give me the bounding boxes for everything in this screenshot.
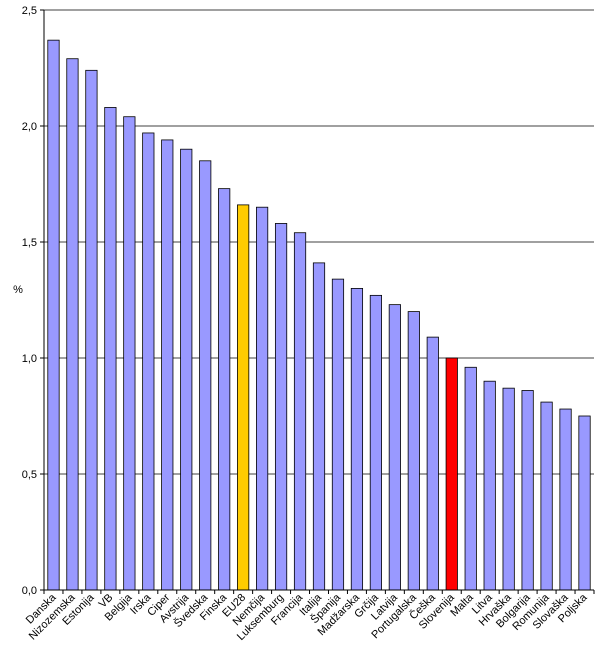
bar-malta	[464, 366, 477, 591]
bars	[47, 39, 591, 591]
y-tick-labels: 0,0 0,5 1,0 1,5 2,0 2,5	[22, 5, 37, 597]
bar-češka	[426, 336, 439, 591]
bar-bolgarija	[521, 390, 534, 591]
y-axis-label: %	[13, 284, 23, 296]
y-tick-label: 0,5	[22, 469, 37, 481]
bar-luksemburg	[274, 223, 288, 591]
bar-hrvaška	[502, 387, 515, 591]
bar-francija	[293, 232, 307, 591]
bar-latvija	[388, 304, 401, 591]
bar-belgija	[123, 116, 136, 591]
bar-finska	[218, 188, 231, 591]
bar-irska	[142, 132, 155, 591]
bar-danska	[47, 39, 60, 591]
bar-italija	[312, 262, 326, 591]
bar-poljska	[578, 415, 591, 591]
bar-romunija	[540, 401, 553, 591]
bar-španija	[331, 278, 345, 591]
y-tick-label: 1,5	[22, 237, 37, 249]
y-tick-label: 0,0	[22, 585, 37, 597]
bar-nizozemska	[66, 58, 79, 591]
y-tick-label: 2,5	[22, 5, 37, 17]
axes	[40, 9, 595, 594]
bar-madžarska	[350, 287, 364, 591]
bar-portugalska	[407, 311, 420, 591]
bar-vb	[104, 107, 117, 591]
bar-ciper	[161, 139, 174, 591]
y-tick-label: 1,0	[22, 353, 37, 365]
y-tick-label: 2,0	[22, 121, 37, 133]
bar-slovaška	[559, 408, 572, 591]
bar-slovenija	[445, 357, 458, 591]
bar-litva	[483, 380, 496, 591]
bar-grčija	[369, 294, 382, 591]
gridlines	[44, 9, 594, 475]
bar-avstrija	[180, 148, 193, 591]
bar-nemčija	[256, 206, 269, 591]
bar-estonija	[85, 69, 98, 591]
bar-švedska	[199, 160, 212, 591]
bar-eu28	[237, 204, 250, 591]
